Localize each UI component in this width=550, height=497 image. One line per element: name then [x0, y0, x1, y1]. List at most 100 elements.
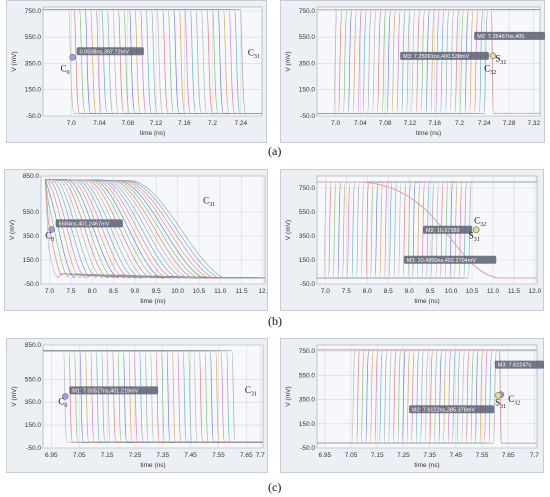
- y-axis-label: V (mV): [285, 51, 292, 71]
- series-line: [43, 350, 263, 443]
- series-line: [43, 9, 262, 114]
- marker-readout: 0.0508ns,397.72mV: [80, 49, 130, 55]
- x-tick-label: 7.04: [93, 120, 106, 127]
- marker-readout: M3: 7.62247s: [498, 363, 532, 369]
- x-tick-label: 7.04: [354, 120, 367, 127]
- x-tick-label: 7.65: [502, 452, 515, 459]
- x-tick-label: 7.45: [449, 452, 462, 459]
- series-line: [317, 349, 537, 444]
- x-tick-label: 9.0: [130, 288, 139, 295]
- y-tick-label: -50.0: [26, 113, 41, 120]
- x-tick-label: 11.0: [487, 288, 500, 295]
- x-tick-label: 7.5: [66, 288, 75, 295]
- x-tick-label: 8.5: [384, 288, 393, 295]
- series-line: [43, 9, 262, 114]
- series-line: [317, 9, 540, 114]
- y-tick-label: 550.0: [25, 34, 42, 41]
- series-line: [317, 349, 537, 444]
- x-tick-label: 9.5: [426, 288, 435, 295]
- series-line: [43, 350, 263, 443]
- x-tick-label: 7.7: [530, 452, 539, 459]
- series-line: [317, 349, 537, 444]
- series-line: [43, 350, 263, 443]
- series-line: [43, 350, 263, 443]
- series-line: [43, 350, 263, 443]
- series-line: [317, 9, 540, 114]
- series-line: [43, 9, 262, 114]
- y-tick-label: 550.0: [25, 376, 42, 383]
- x-tick-label: 7.2: [208, 120, 217, 127]
- y-axis-label: V (mV): [11, 386, 18, 406]
- series-line: [317, 349, 537, 444]
- plot-area: [40, 175, 266, 285]
- caption-a: (a): [268, 144, 282, 158]
- series-line: [317, 181, 537, 279]
- chart-panel-c-left: 6.95 7.05 7.15 7.25 7.35 7.45 7.55 7.65 7.7 -50.0…: [6, 338, 268, 473]
- caption-c: (c): [268, 480, 282, 494]
- x-tick-label: 10.0: [445, 288, 458, 295]
- series-line: [43, 9, 262, 114]
- series-line: [43, 350, 263, 443]
- marker-readout-box: [400, 51, 489, 60]
- y-axis-label: V (mV): [285, 386, 292, 406]
- series-line: [317, 9, 540, 114]
- series-line: [317, 349, 537, 444]
- chart-svg-b-left: 7.0 7.5 8.0 8.5 9.0 9.5 10.0 10.5 11.0 11.5 12. -50…: [9, 173, 268, 305]
- x-tick-label: 7.08: [379, 120, 392, 127]
- y-tick-label: 150.0: [299, 421, 316, 428]
- series-line: [317, 181, 537, 279]
- series-line: [43, 9, 262, 114]
- special-series-line: [317, 9, 540, 114]
- y-tick-label: 350.0: [299, 60, 316, 67]
- x-axis-label: time (ns): [140, 462, 165, 469]
- series-line: [317, 181, 537, 279]
- series-line: [317, 9, 540, 114]
- series-line: [317, 349, 537, 444]
- series-group: [317, 349, 537, 444]
- series-line: [317, 9, 540, 114]
- y-tick-label: 750.0: [299, 185, 316, 192]
- series-line: [43, 350, 263, 443]
- x-tick-label: 7.12: [404, 120, 417, 127]
- series-line: [43, 9, 262, 114]
- series-line: [317, 9, 540, 114]
- series-group: [317, 9, 540, 114]
- series-line: [43, 350, 263, 443]
- series-line: [317, 9, 540, 114]
- x-tick-label: 7.0: [321, 288, 330, 295]
- series-line: [43, 350, 263, 443]
- x-tick-label: 6.95: [319, 452, 332, 459]
- series-line: [317, 349, 537, 444]
- y-tick-label: -50.0: [300, 113, 315, 120]
- x-tick-label: 7.25: [397, 452, 410, 459]
- series-line: [43, 9, 262, 114]
- series-line: [317, 9, 540, 114]
- marker-readout: M1: 7.00527ns,401.219mV: [72, 388, 138, 394]
- x-tick-label: 7.2: [455, 120, 464, 127]
- series-line: [43, 350, 263, 443]
- x-tick-label: 7.15: [371, 452, 384, 459]
- x-tick-label: 11.5: [508, 288, 521, 295]
- series-line: [317, 9, 540, 114]
- y-tick-label: 350.0: [25, 399, 42, 406]
- series-line: [317, 349, 537, 444]
- series-line: [317, 349, 537, 444]
- series-line: [317, 181, 537, 279]
- series-line: [43, 350, 263, 443]
- series-line: [317, 181, 537, 279]
- series-line: [317, 181, 537, 279]
- marker-readout-box: [409, 405, 495, 414]
- series-line: [43, 9, 262, 114]
- series-line: [317, 9, 540, 114]
- series-line: [317, 349, 537, 444]
- series-line: [317, 349, 537, 444]
- series-line: [317, 9, 540, 114]
- series-line: [317, 349, 537, 444]
- chart-svg-c-right: 6.95 7.05 7.15 7.25 7.35 7.45 7.55 7.65 7.7 -50.0…: [285, 344, 544, 469]
- marker-readout: M3: 10.4950ns,402.2704mV: [407, 258, 476, 264]
- series-line: [317, 181, 537, 279]
- series-line: [43, 9, 262, 114]
- marker-readout-box: [403, 255, 497, 264]
- series-line: [317, 9, 540, 114]
- x-tick-label: 7.35: [156, 452, 169, 459]
